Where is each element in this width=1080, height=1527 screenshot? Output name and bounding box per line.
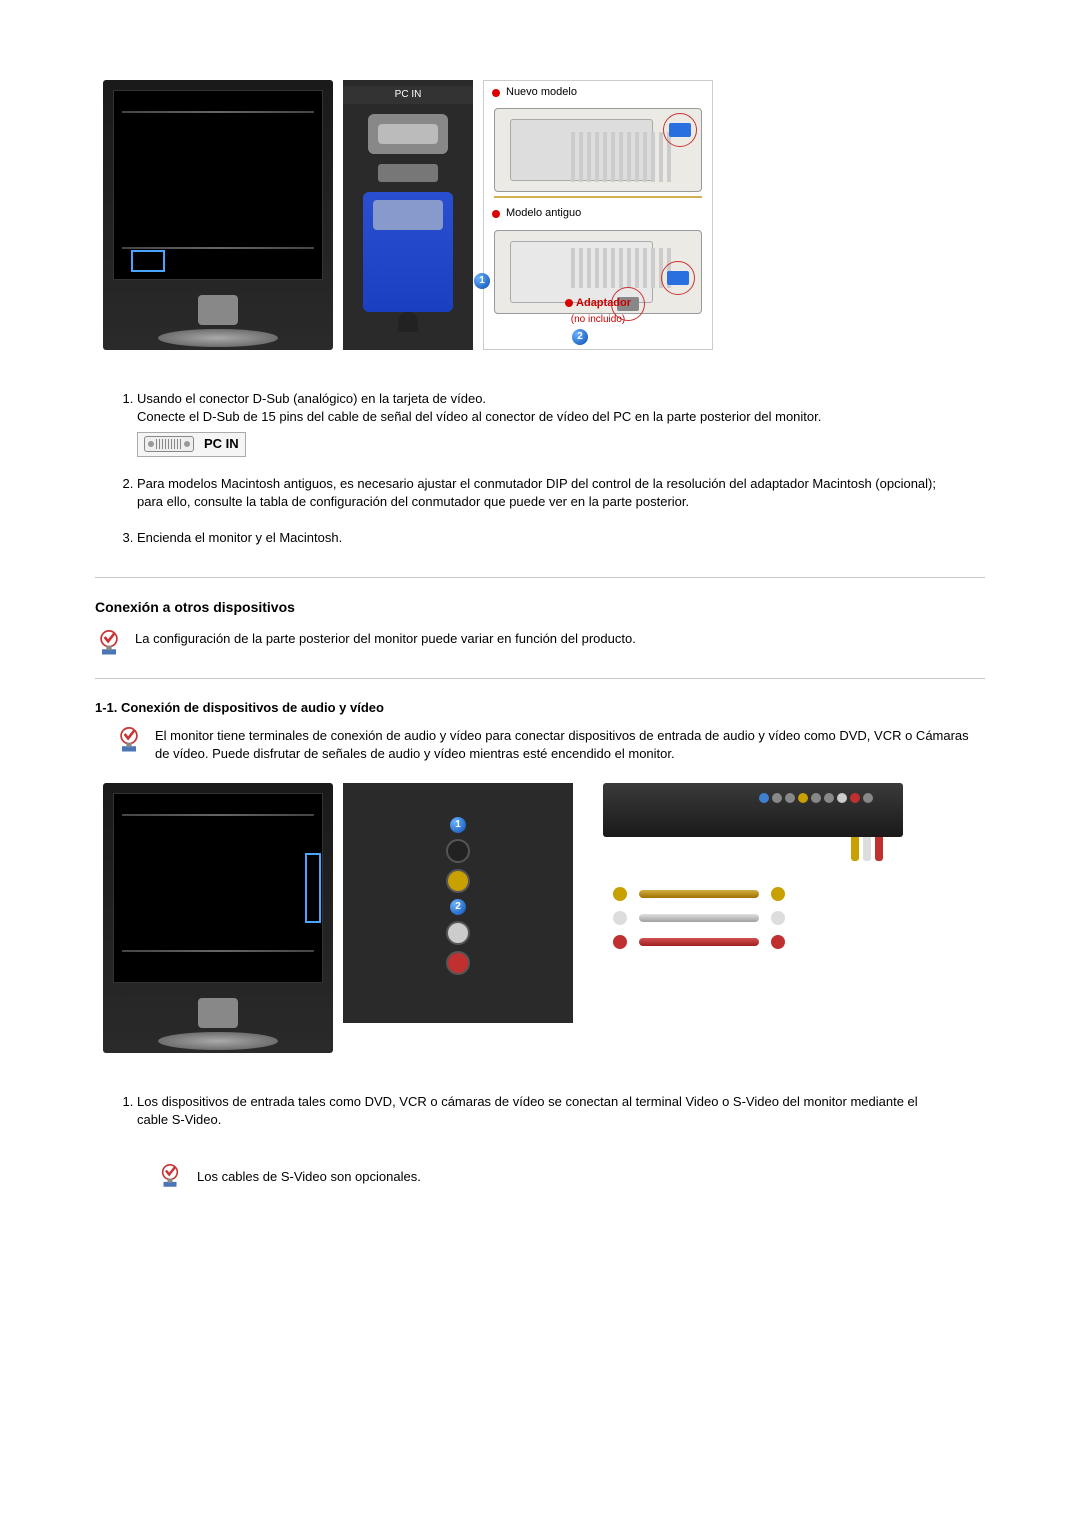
audio-r-port-icon: [446, 951, 470, 975]
list-item: Encienda el monitor y el Macintosh.: [137, 529, 985, 547]
pcin-closeup: PC IN: [343, 80, 473, 350]
pc-steps-list: Usando el conector D-Sub (analógico) en …: [95, 390, 985, 547]
marker-2: 2: [572, 329, 588, 345]
marker-1: 1: [474, 273, 490, 289]
video-port-icon: [446, 869, 470, 893]
info-row: El monitor tiene terminales de conexión …: [95, 727, 985, 763]
bullet-icon: [492, 89, 500, 97]
adapter-sub: (no incluido): [571, 314, 625, 325]
av-step1-text: Los dispositivos de entrada tales como D…: [137, 1094, 918, 1127]
section2-note: La configuración de la parte posterior d…: [135, 630, 636, 648]
svideo-note-text: Los cables de S-Video son opcionales.: [197, 1168, 421, 1186]
marker-2: 2: [450, 899, 466, 915]
note-icon: [95, 630, 123, 658]
cable-audio-l: [613, 911, 923, 925]
cable-video: [613, 887, 923, 901]
pcin-port-inline: PC IN: [137, 432, 246, 456]
adapter-label: Adaptador: [576, 297, 631, 309]
audio-port-icon: [378, 164, 438, 182]
port-highlight: [305, 853, 321, 923]
cable-audio-r: [613, 935, 923, 949]
list-item: Los dispositivos de entrada tales como D…: [137, 1093, 985, 1129]
dvd-unit: [603, 783, 903, 837]
new-mac-illustration: [494, 108, 702, 192]
step1-line2: Conecte el D-Sub de 15 pins del cable de…: [137, 409, 821, 424]
new-model-label: Nuevo modelo: [506, 85, 577, 100]
svideo-port-icon: [446, 839, 470, 863]
pc-connection-diagram: PC IN Nuevo modelo Modelo antiguo 1: [95, 80, 985, 350]
new-model-header: Nuevo modelo: [484, 81, 712, 104]
dsub-icon: [144, 436, 194, 452]
av-connection-diagram: 1 2: [103, 783, 985, 1053]
separator: [95, 577, 985, 578]
monitor-stand: [158, 998, 278, 1053]
svideo-optional-note: Los cables de S-Video son opcionales.: [145, 1160, 605, 1194]
note-icon: [157, 1164, 183, 1190]
vga-port-icon: [368, 114, 448, 154]
vga-ring-icon: [661, 261, 695, 295]
section-other-devices-title: Conexión a otros dispositivos: [95, 598, 985, 618]
note-icon: [115, 727, 143, 755]
monitor-illustration: [103, 783, 333, 1053]
port-highlight: [131, 250, 165, 272]
monitor-screen: [113, 793, 323, 983]
old-model-header: Modelo antiguo: [484, 202, 712, 225]
pcin-label: PC IN: [343, 86, 473, 104]
separator: [95, 678, 985, 679]
list-item: Para modelos Macintosh antiguos, es nece…: [137, 475, 985, 511]
step3-text: Encienda el monitor y el Macintosh.: [137, 530, 342, 545]
vga-ring-icon: [663, 113, 697, 147]
pcin-inline-label: PC IN: [204, 435, 239, 453]
dvd-illustration: [583, 783, 923, 1023]
step2-text: Para modelos Macintosh antiguos, es nece…: [137, 476, 936, 509]
dvd-ports: [759, 793, 873, 803]
mac-models-panel: Nuevo modelo Modelo antiguo 1 Adaptador …: [483, 80, 713, 350]
step1-line1: Usando el conector D-Sub (analógico) en …: [137, 391, 486, 406]
bullet-icon: [492, 210, 500, 218]
monitor-av-ports: 1 2: [343, 783, 573, 1023]
rca-hanging: [851, 837, 883, 861]
audio-l-port-icon: [446, 921, 470, 945]
marker-1: 1: [450, 817, 466, 833]
list-item: Usando el conector D-Sub (analógico) en …: [137, 390, 985, 457]
section3-note: El monitor tiene terminales de conexión …: [155, 727, 985, 763]
av-steps-list: Los dispositivos de entrada tales como D…: [95, 1093, 985, 1129]
section-av-title: 1-1. Conexión de dispositivos de audio y…: [95, 699, 985, 717]
old-model-label: Modelo antiguo: [506, 206, 581, 221]
info-row: La configuración de la parte posterior d…: [95, 630, 985, 658]
adapter-caption: Adaptador (no incluido): [484, 296, 712, 327]
vga-plug-icon: [363, 192, 453, 312]
monitor-illustration: [103, 80, 333, 350]
monitor-stand: [158, 295, 278, 350]
